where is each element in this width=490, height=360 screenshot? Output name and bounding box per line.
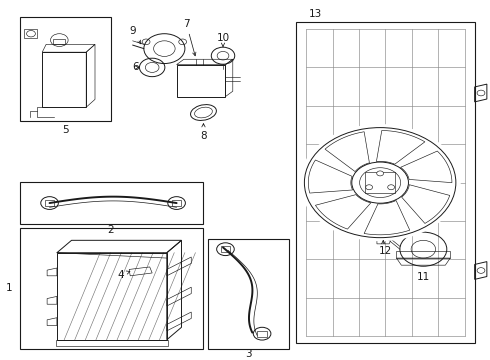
Bar	[366, 172, 395, 193]
Bar	[53, 39, 65, 44]
Bar	[42, 52, 86, 107]
Text: 12: 12	[379, 246, 392, 256]
Circle shape	[366, 185, 372, 190]
Circle shape	[388, 185, 394, 190]
Bar	[257, 331, 267, 337]
Text: 9: 9	[129, 26, 141, 44]
Text: 10: 10	[217, 33, 230, 46]
Bar	[20, 182, 203, 224]
Bar	[296, 22, 475, 343]
Text: 7: 7	[183, 19, 196, 56]
Circle shape	[299, 124, 461, 241]
Text: 8: 8	[200, 123, 207, 141]
Bar	[220, 246, 230, 252]
Text: 11: 11	[416, 272, 430, 282]
Text: 4: 4	[117, 270, 130, 280]
Bar	[20, 228, 203, 348]
Text: 3: 3	[245, 349, 252, 359]
Text: 6: 6	[132, 62, 139, 72]
Bar	[57, 253, 167, 340]
Text: 13: 13	[309, 9, 322, 19]
Text: 1: 1	[6, 283, 13, 293]
Bar	[208, 239, 289, 348]
Bar	[56, 340, 168, 346]
Bar	[20, 17, 111, 121]
Text: 5: 5	[62, 125, 69, 135]
Text: 2: 2	[107, 225, 114, 235]
Circle shape	[377, 171, 384, 176]
Bar	[172, 200, 181, 206]
Bar	[45, 200, 54, 206]
